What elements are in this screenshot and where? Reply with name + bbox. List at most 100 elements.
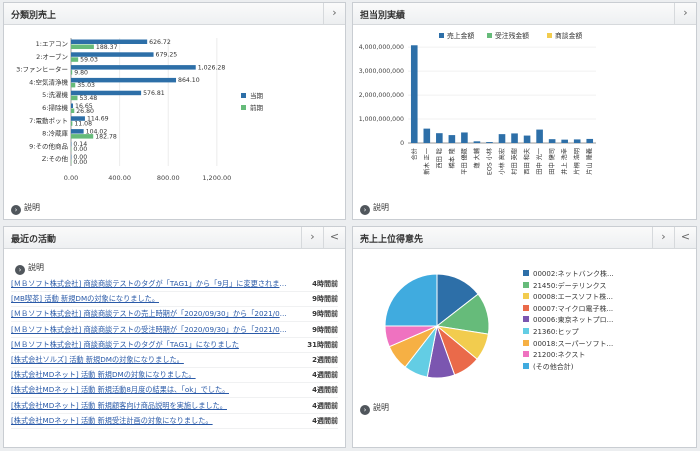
data-label: 16.65 — [75, 103, 93, 110]
bar-previous — [71, 82, 76, 88]
activity-row: [株式会社MDネット] 活動 新規受注計画の対象になりました。 4週間前 — [11, 414, 338, 429]
category-label: 田中 光一 — [536, 148, 544, 175]
next-icon[interactable]: › — [674, 3, 696, 24]
activity-time: 31時間前 — [307, 340, 338, 349]
data-label: 59.03 — [80, 57, 98, 64]
activity-link[interactable]: [MB喫茶] 活動 新規DMの対象になりました。 — [11, 294, 160, 304]
panel-recent-activity: 最近の活動 › < › 説明 [ＭＢソフト株式会社] 商談商談テストのタグが「TA… — [3, 226, 346, 448]
bar-current — [71, 90, 142, 96]
activity-row: [株式会社MDネット] 活動 新規活動8月度の結果は、「ok」でした。 4週間前 — [11, 383, 338, 399]
description-label: 説明 — [24, 203, 40, 212]
bar-sales — [498, 134, 506, 143]
bar-sales — [561, 139, 568, 143]
y-tick-label: 0 — [400, 140, 404, 147]
prev-icon[interactable]: < — [674, 227, 696, 248]
bar-sales — [511, 133, 518, 143]
activity-row: [ＭＢソフト株式会社] 商談商談テストの受注時期が「2020/09/30」から「… — [11, 323, 338, 338]
activity-link[interactable]: [ＭＢソフト株式会社] 商談商談テストのタグが「TAG1」になりました — [11, 339, 239, 349]
activity-time: 9時間前 — [312, 325, 338, 334]
data-label: 0.14 — [73, 141, 87, 148]
description-label: 説明 — [373, 403, 389, 412]
activity-link[interactable]: [ＭＢソフト株式会社] 商談商談テストのタグが「TAG1」から「9月」に変更され… — [11, 279, 291, 288]
category-label: 平田 優蔵 — [460, 148, 468, 175]
pie-slice — [384, 273, 438, 327]
legend-label: 00006:東京ネットプロ... — [533, 316, 614, 325]
bar-current — [71, 39, 148, 44]
y-tick-label: 4,000,000,000 — [359, 44, 404, 51]
activity-time: 4時間前 — [312, 280, 338, 288]
activity-link[interactable]: [ＭＢソフト株式会社] 商談商談テストの売上時期が「2020/09/30」から「… — [11, 309, 291, 319]
data-label: 182.78 — [95, 133, 117, 140]
next-icon[interactable]: › — [323, 3, 345, 24]
legend-label: 00002:ネットバンク株... — [533, 270, 614, 278]
bar-current — [71, 52, 154, 57]
legend-item: 00006:東京ネットプロ... — [523, 315, 623, 326]
next-icon[interactable]: › — [301, 227, 323, 248]
bar-sales — [473, 141, 481, 143]
bar-previous — [71, 95, 78, 101]
panel-header: 売上上位得意先 › < — [353, 227, 696, 249]
prev-icon[interactable]: < — [323, 227, 345, 248]
panel-top-customers: 売上上位得意先 › < 00002:ネットバンク株... 21450:デーテリンク… — [352, 226, 697, 448]
activity-row: [ＭＢソフト株式会社] 商談商談テストの売上時期が「2020/09/30」から「… — [11, 307, 338, 323]
info-icon: › — [360, 205, 370, 215]
legend-label: 00008:エースソフト株... — [533, 293, 613, 302]
data-label: 9.80 — [74, 69, 88, 76]
activity-link[interactable]: [株式会社MDネット] 活動 新規顧客向け商品説明を実施しました。 — [11, 400, 227, 410]
legend-label: 00018:スーパーソフト... — [533, 339, 614, 348]
x-tick-label: 400.00 — [108, 174, 131, 182]
next-icon[interactable]: › — [652, 227, 674, 248]
x-tick-label: 0.00 — [64, 174, 78, 182]
panel-title: 分類別売上 — [11, 11, 57, 21]
description-toggle[interactable]: › 説明 — [11, 202, 40, 215]
activity-row: [株式会社MDネット] 活動 新規顧客向け商品説明を実施しました。 4週間前 — [11, 399, 338, 414]
panel-header: 分類別売上 › — [4, 3, 345, 25]
activity-link[interactable]: [ＭＢソフト株式会社] 商談商談テストの受注時期が「2020/09/30」から「… — [11, 324, 291, 334]
description-toggle[interactable]: › 説明 — [360, 402, 389, 415]
legend-item: 00007:マイクロ電子株... — [523, 304, 623, 315]
legend-item: 21200:ネクスト — [523, 350, 623, 361]
legend-swatch — [523, 304, 529, 311]
bar-current — [71, 65, 196, 70]
x-tick-label: 800.00 — [157, 174, 180, 182]
activity-link[interactable]: [株式会社MDネット] 活動 新規活動8月度の結果は、「ok」でした。 — [11, 385, 230, 395]
description-toggle[interactable]: › 説明 — [15, 262, 44, 275]
bar-sales — [486, 142, 493, 143]
activity-link[interactable]: [株式会社MDネット] 活動 新規DMの対象になりました。 — [11, 370, 196, 380]
data-label: 188.37 — [96, 44, 118, 51]
legend-label: 受注残金額 — [495, 31, 529, 40]
activity-row: [株式会社MDネット] 活動 新規DMの対象になりました。 4週間前 — [11, 368, 338, 384]
bar-sales — [436, 133, 443, 143]
bar-sales — [423, 128, 431, 143]
panel-header: 担当別実績 › — [353, 3, 696, 25]
data-label: 626.72 — [149, 39, 171, 46]
info-icon: › — [11, 205, 21, 215]
panel-header: 最近の活動 › < — [4, 227, 345, 249]
bar-previous — [71, 57, 79, 62]
panel-title: 担当別実績 — [360, 11, 406, 21]
panel-sales-by-category: 分類別売上 › 0.00 400.00 800.00 1,200.00 1:エアコン 62… — [3, 2, 346, 220]
activity-link[interactable]: [株式会社ソルズ] 活動 新規DMの対象になりました。 — [11, 355, 184, 364]
data-label: 0.00 — [73, 154, 87, 161]
category-label: 6:掃除機 — [42, 103, 68, 112]
legend-label: 商談金額 — [555, 31, 582, 40]
legend-swatch — [439, 33, 444, 38]
data-label: 0.00 — [73, 159, 87, 166]
legend-label: 当期 — [250, 91, 264, 100]
category-label: 小林 高宏 — [498, 148, 506, 175]
legend-swatch — [487, 33, 492, 38]
legend-swatch — [523, 293, 529, 300]
legend-swatch — [523, 316, 529, 323]
activity-row: [株式会社ソルズ] 活動 新規DMの対象になりました。 2週間前 — [11, 353, 338, 368]
legend-label: 00007:マイクロ電子株... — [533, 304, 614, 313]
category-label: 片山 隆義 — [586, 148, 594, 175]
description-toggle[interactable]: › 説明 — [360, 202, 389, 215]
legend-item: 00018:スーパーソフト... — [523, 339, 623, 350]
bar-current — [71, 77, 177, 83]
category-label: 3:ファンヒーター — [16, 65, 68, 74]
activity-link[interactable]: [株式会社MDネット] 活動 新規受注計画の対象になりました。 — [11, 415, 213, 425]
category-label: 村田 英樹 — [511, 148, 519, 175]
category-label: 新木 正一 — [423, 148, 431, 175]
legend-item: 21360:ヒップ — [523, 327, 623, 338]
category-sales-chart: 0.00 400.00 800.00 1,200.00 1:エアコン 626.72 188.… — [16, 38, 264, 182]
